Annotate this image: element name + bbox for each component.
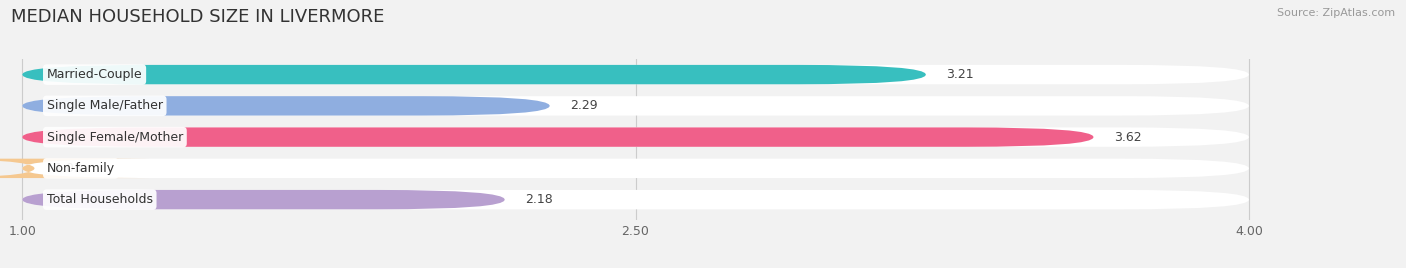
- FancyBboxPatch shape: [22, 65, 1249, 84]
- Text: Total Households: Total Households: [46, 193, 153, 206]
- FancyBboxPatch shape: [22, 190, 1249, 209]
- FancyBboxPatch shape: [22, 96, 550, 116]
- Text: Single Male/Father: Single Male/Father: [46, 99, 163, 112]
- Text: Non-family: Non-family: [46, 162, 115, 175]
- FancyBboxPatch shape: [22, 159, 1249, 178]
- Text: MEDIAN HOUSEHOLD SIZE IN LIVERMORE: MEDIAN HOUSEHOLD SIZE IN LIVERMORE: [11, 8, 385, 26]
- Text: Single Female/Mother: Single Female/Mother: [46, 131, 183, 144]
- Text: 1.03: 1.03: [55, 162, 83, 175]
- Text: 3.21: 3.21: [946, 68, 974, 81]
- Text: Source: ZipAtlas.com: Source: ZipAtlas.com: [1277, 8, 1395, 18]
- FancyBboxPatch shape: [0, 159, 149, 178]
- FancyBboxPatch shape: [22, 127, 1249, 147]
- Text: 3.62: 3.62: [1114, 131, 1142, 144]
- FancyBboxPatch shape: [22, 127, 1094, 147]
- Text: 2.29: 2.29: [569, 99, 598, 112]
- FancyBboxPatch shape: [22, 96, 1249, 116]
- Text: Married-Couple: Married-Couple: [46, 68, 142, 81]
- Text: 2.18: 2.18: [526, 193, 553, 206]
- FancyBboxPatch shape: [22, 65, 925, 84]
- FancyBboxPatch shape: [22, 190, 505, 209]
